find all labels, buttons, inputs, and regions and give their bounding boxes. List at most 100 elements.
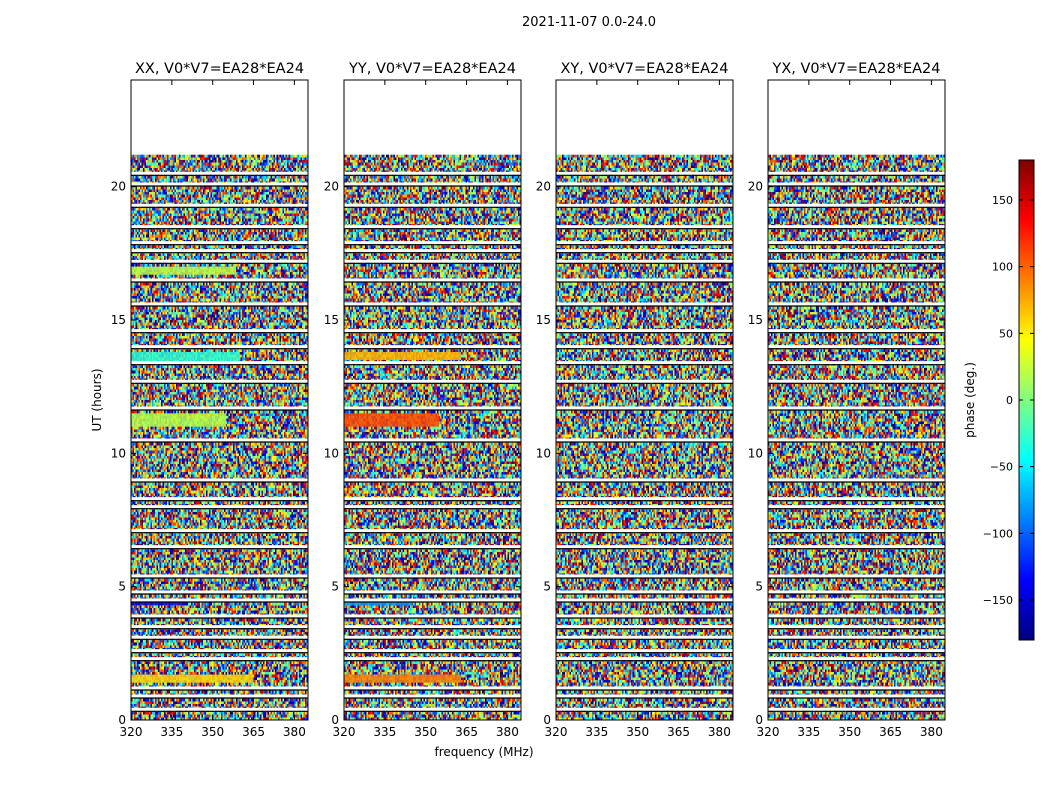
x-tick-label: 320 xyxy=(120,725,143,739)
flag-gap xyxy=(768,574,945,578)
flag-gap xyxy=(556,225,733,229)
flag-gap xyxy=(344,497,521,501)
x-tick-label: 335 xyxy=(373,725,396,739)
flag-gap xyxy=(768,302,945,306)
flag-gap xyxy=(131,574,308,578)
flag-gap xyxy=(556,635,733,639)
x-tick-label: 380 xyxy=(920,725,943,739)
axes-frame xyxy=(343,79,522,721)
panel-title: YX, V0*V7=EA28*EA24 xyxy=(771,61,940,77)
flag-gap xyxy=(131,406,308,410)
y-tick-label: 15 xyxy=(111,313,126,327)
flag-gap xyxy=(768,259,945,263)
flag-gap xyxy=(768,694,945,698)
flag-gap xyxy=(556,241,733,245)
flag-gap xyxy=(131,329,308,333)
flag-gap xyxy=(768,171,945,175)
flag-gap xyxy=(344,614,521,618)
coherent-band xyxy=(344,352,462,360)
flag-gap xyxy=(768,203,945,207)
panel-0: XX, V0*V7=EA28*EA24 320 335 350 365 380 0 5 10 15… xyxy=(111,61,309,739)
flag-gap xyxy=(768,625,945,629)
flag-gap xyxy=(344,649,521,653)
flag-gap xyxy=(556,406,733,410)
coherent-band xyxy=(131,413,227,427)
phase-heatmap xyxy=(344,154,521,720)
flag-gap xyxy=(344,598,521,602)
flag-gap xyxy=(344,203,521,207)
phase-heatmap xyxy=(131,154,308,720)
flag-gap xyxy=(768,345,945,349)
panels-layer: XX, V0*V7=EA28*EA24 320 335 350 365 380 0 5 10 15… xyxy=(111,61,946,739)
phase-heatmap xyxy=(768,154,945,720)
x-axis-label: frequency (MHz) xyxy=(434,745,533,759)
x-tick-label: 365 xyxy=(455,725,478,739)
flag-gap xyxy=(131,635,308,639)
flag-gap xyxy=(768,361,945,365)
flag-gap xyxy=(131,345,308,349)
flag-gap xyxy=(768,686,945,690)
x-tick-label: 320 xyxy=(333,725,356,739)
flag-gap xyxy=(556,686,733,690)
flag-gap xyxy=(344,529,521,533)
flag-gap xyxy=(344,182,521,186)
y-tick-label: 15 xyxy=(748,313,763,327)
flag-gap xyxy=(131,302,308,306)
flag-gap xyxy=(344,657,521,661)
y-tick-label: 15 xyxy=(324,313,339,327)
x-tick-label: 350 xyxy=(838,725,861,739)
x-tick-label: 320 xyxy=(545,725,568,739)
y-tick-label: 5 xyxy=(331,580,339,594)
axes-frame xyxy=(767,79,946,721)
flag-gap xyxy=(131,694,308,698)
panel-1: YY, V0*V7=EA28*EA24 320 335 350 365 380 0 5 10 15… xyxy=(324,61,522,739)
flag-gap xyxy=(344,707,521,711)
flag-gap xyxy=(344,686,521,690)
flag-gap xyxy=(344,249,521,253)
flag-gap xyxy=(131,707,308,711)
x-tick-label: 380 xyxy=(496,725,519,739)
colorbar-tick-label: 150 xyxy=(992,194,1013,207)
x-tick-label: 335 xyxy=(160,725,183,739)
flag-gap xyxy=(768,406,945,410)
y-tick-label: 10 xyxy=(536,446,551,460)
flag-gap xyxy=(344,635,521,639)
flag-gap xyxy=(344,329,521,333)
coherent-band xyxy=(131,352,240,363)
flag-gap xyxy=(768,529,945,533)
flag-gap xyxy=(556,497,733,501)
figure-title: 2021-11-07 0.0-24.0 xyxy=(522,15,656,30)
colorbar-ticks: −150 −100 −50 0 50 100 150 xyxy=(983,194,1034,607)
colorbar-label: phase (deg.) xyxy=(963,362,977,438)
flag-gap xyxy=(556,529,733,533)
flag-gap xyxy=(556,203,733,207)
flag-gap xyxy=(556,171,733,175)
y-tick-label: 10 xyxy=(748,446,763,460)
flag-gap xyxy=(131,625,308,629)
flag-gap xyxy=(768,329,945,333)
flag-gap xyxy=(768,590,945,594)
colorbar-tick-label: 100 xyxy=(992,261,1013,274)
flag-gap xyxy=(556,361,733,365)
y-axis-label: UT (hours) xyxy=(90,368,104,431)
flag-gap xyxy=(131,505,308,509)
flag-gap xyxy=(556,694,733,698)
flag-gap xyxy=(131,497,308,501)
flag-gap xyxy=(768,478,945,482)
flag-gap xyxy=(131,598,308,602)
flag-gap xyxy=(768,278,945,282)
flag-gap xyxy=(131,379,308,383)
flag-gap xyxy=(131,686,308,690)
colorbar: −150 −100 −50 0 50 100 150 phase (deg.) xyxy=(963,159,1035,641)
colorbar-tick-label: −150 xyxy=(983,594,1013,607)
x-tick-label: 365 xyxy=(879,725,902,739)
y-tick-label: 20 xyxy=(111,180,126,194)
flag-gap xyxy=(131,241,308,245)
x-tick-label: 380 xyxy=(708,725,731,739)
flag-gap xyxy=(556,590,733,594)
axes-frame xyxy=(130,79,309,721)
x-tick-label: 365 xyxy=(242,725,265,739)
flag-gap xyxy=(556,649,733,653)
flag-gap xyxy=(556,379,733,383)
colorbar-tick-label: −100 xyxy=(983,527,1013,540)
